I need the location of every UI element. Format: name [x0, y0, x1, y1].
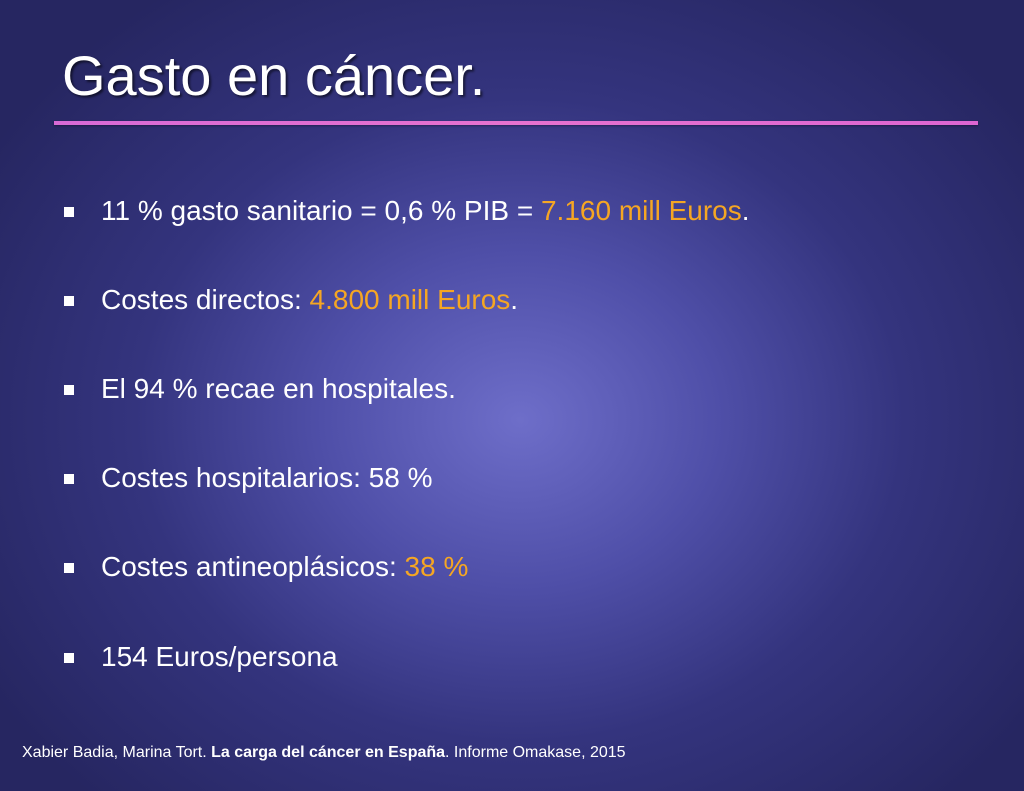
bullet-text-main: Costes antineoplásicos:: [101, 551, 405, 582]
square-bullet-icon: [64, 563, 74, 573]
bullet-highlight: 7.160 mill Euros: [540, 195, 742, 226]
bullet-text: Costes hospitalarios: 58 %: [101, 458, 433, 498]
bullet-item: El 94 % recae en hospitales.: [0, 369, 1000, 409]
title-divider: [54, 121, 978, 125]
citation-details: . Informe Omakase, 2015: [445, 744, 626, 761]
citation-work-title: La carga del cáncer en España: [211, 744, 446, 761]
bullet-text-end: .: [741, 195, 750, 226]
bullet-text: 154 Euros/persona: [101, 637, 338, 677]
bullet-text-main: 11 % gasto sanitario = 0,6 % PIB =: [101, 195, 541, 226]
bullet-item: Costes hospitalarios: 58 %: [0, 458, 1000, 498]
bullet-item: Costes directos: 4.800 mill Euros.: [0, 280, 1000, 320]
bullet-text-main: El 94 % recae en hospitales.: [101, 373, 456, 404]
bullet-text: Costes antineoplásicos: 38 %: [101, 547, 468, 587]
bullet-text-main: 154 Euros/persona: [101, 641, 338, 672]
square-bullet-icon: [64, 207, 74, 217]
source-citation: Xabier Badia, Marina Tort. La carga del …: [22, 741, 626, 765]
bullet-text: El 94 % recae en hospitales.: [101, 369, 456, 409]
bullet-item: Costes antineoplásicos: 38 %: [0, 547, 1000, 587]
bullet-highlight: 4.800 mill Euros: [309, 284, 511, 315]
bullet-highlight: 38 %: [404, 551, 469, 582]
square-bullet-icon: [64, 385, 74, 395]
bullet-item: 154 Euros/persona: [0, 637, 1000, 677]
bullet-text-main: Costes hospitalarios: 58 %: [101, 462, 433, 493]
bullet-text-end: .: [510, 284, 519, 315]
bullet-text: 11 % gasto sanitario = 0,6 % PIB = 7.160…: [101, 191, 750, 231]
square-bullet-icon: [64, 296, 74, 306]
citation-authors: Xabier Badia, Marina Tort.: [22, 744, 212, 761]
square-bullet-icon: [64, 474, 74, 484]
square-bullet-icon: [64, 653, 74, 663]
bullet-text: Costes directos: 4.800 mill Euros.: [101, 280, 518, 320]
slide-title: Gasto en cáncer.: [62, 44, 486, 107]
bullet-text-main: Costes directos:: [101, 284, 310, 315]
bullet-item: 11 % gasto sanitario = 0,6 % PIB = 7.160…: [0, 191, 1000, 231]
